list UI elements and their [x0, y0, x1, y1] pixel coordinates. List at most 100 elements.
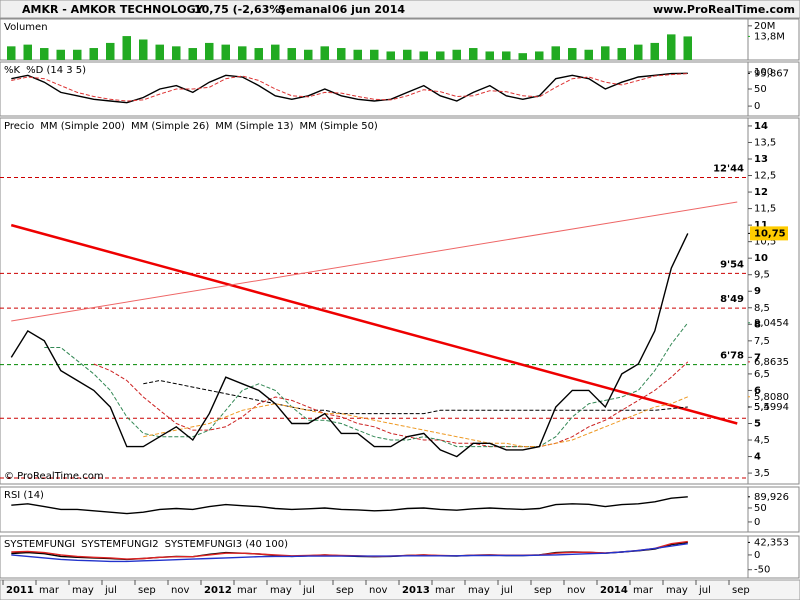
plot: [7, 34, 692, 60]
bar: [634, 44, 643, 60]
bar: [221, 44, 230, 60]
y-tick-label: 0: [754, 550, 760, 561]
x-tick-label: jul: [698, 585, 711, 596]
y-tick-label: 0: [754, 517, 760, 528]
y-tick-label: 10,5: [754, 237, 776, 248]
axis-panel: [747, 117, 800, 485]
y-tick-label: 20M: [754, 21, 775, 32]
bar: [337, 48, 346, 60]
header-bar: [0, 0, 800, 19]
bar: [271, 44, 280, 60]
y-tick-label: 10: [754, 253, 768, 264]
y-tick-label: 12: [754, 187, 768, 198]
trendline: [10, 223, 738, 425]
bar: [452, 49, 461, 60]
period: Semanal: [278, 3, 331, 16]
last-value-box: [750, 226, 788, 241]
bar: [254, 48, 263, 60]
x-tick-label: 2012: [204, 585, 232, 596]
symbol: AMKR - AMKOR TECHNOLOGY: [22, 3, 204, 16]
x-tick-label: may: [468, 585, 490, 596]
bar: [40, 48, 49, 60]
series-line: [93, 361, 689, 448]
bar: [353, 49, 362, 60]
bar: [667, 34, 676, 60]
x-tick-label: may: [270, 585, 292, 596]
x-tick-label: sep: [336, 585, 354, 596]
axis-panel: [747, 535, 800, 579]
axis-panel: [747, 18, 800, 61]
bar: [287, 48, 296, 60]
y-tick-label: 8,5: [754, 303, 770, 314]
axis-panel: [747, 486, 800, 533]
bar: [518, 53, 527, 60]
quote: 10,75 (-2,63%): [194, 3, 285, 16]
x-tick-label: mar: [237, 585, 258, 596]
panel: [0, 486, 749, 533]
y-tick-label: -50: [754, 565, 770, 576]
x-tick-label: nov: [567, 585, 585, 596]
bar: [7, 46, 16, 60]
date: 06 jun 2014: [332, 3, 405, 16]
last-value-label: 6,8635: [754, 357, 789, 368]
x-axis-bar: [0, 579, 800, 600]
x-tick-label: jul: [302, 585, 315, 596]
bar: [683, 36, 692, 60]
x-tick-label: mar: [39, 585, 60, 596]
legend-entry: SYSTEMFUNGI3 (40 100): [165, 539, 289, 550]
y-tick-label: 0: [754, 101, 760, 112]
x-tick-label: mar: [435, 585, 456, 596]
legend-entry: SYSTEMFUNGI: [4, 539, 75, 550]
bar: [617, 48, 626, 60]
site: www.ProRealTime.com: [653, 3, 795, 16]
x-tick-label: 2013: [402, 585, 430, 596]
last-value-label: 5,4994: [754, 402, 789, 413]
bar: [139, 39, 148, 60]
bar: [238, 46, 247, 60]
bar: [469, 48, 478, 60]
last-value-label: 5,8080: [754, 392, 789, 403]
legend-entry: SYSTEMFUNGI2: [81, 539, 158, 550]
x-tick-label: may: [72, 585, 94, 596]
y-tick-label: 8: [754, 319, 761, 330]
bar: [370, 49, 379, 60]
y-tick-label: 7,5: [754, 336, 770, 347]
x-tick-label: may: [666, 585, 688, 596]
legend-entry: MM (Simple 13): [215, 121, 293, 132]
last-value-label: 89,926: [754, 492, 789, 503]
legend-entry: %D (14 3 5): [26, 65, 86, 76]
plot: [11, 540, 688, 563]
y-tick-label: 5: [754, 418, 761, 429]
last-value-label: 8,0454: [754, 318, 789, 329]
y-tick-label: 12,5: [754, 171, 776, 182]
last-value-label: 10,75: [754, 228, 786, 239]
y-tick-label: 4: [754, 452, 761, 463]
trendline: [11, 201, 738, 322]
bar: [535, 51, 544, 60]
legend-entry: MM (Simple 200): [40, 121, 125, 132]
bar: [172, 46, 181, 60]
bar: [436, 51, 445, 60]
y-tick-label: 7: [754, 352, 761, 363]
panel: [0, 117, 749, 485]
y-tick-label: 50: [754, 503, 767, 514]
y-tick-label: 4,5: [754, 435, 770, 446]
x-tick-label: sep: [732, 585, 750, 596]
y-tick-label: 50: [754, 84, 767, 95]
x-tick-label: 2014: [600, 585, 628, 596]
y-tick-label: 11: [754, 220, 768, 231]
y-tick-label: 13: [754, 154, 768, 165]
series-line: [11, 73, 688, 102]
bar: [23, 44, 32, 60]
series-line: [11, 496, 688, 515]
plot: [0, 177, 748, 479]
bar: [584, 49, 593, 60]
y-tick-label: 14: [754, 121, 768, 132]
bar: [551, 46, 560, 60]
legend-entry: MM (Simple 50): [300, 121, 378, 132]
x-tick-label: nov: [171, 585, 189, 596]
bar: [205, 42, 214, 60]
last-value-label: 42,353: [754, 537, 789, 548]
x-tick-label: jul: [500, 585, 513, 596]
